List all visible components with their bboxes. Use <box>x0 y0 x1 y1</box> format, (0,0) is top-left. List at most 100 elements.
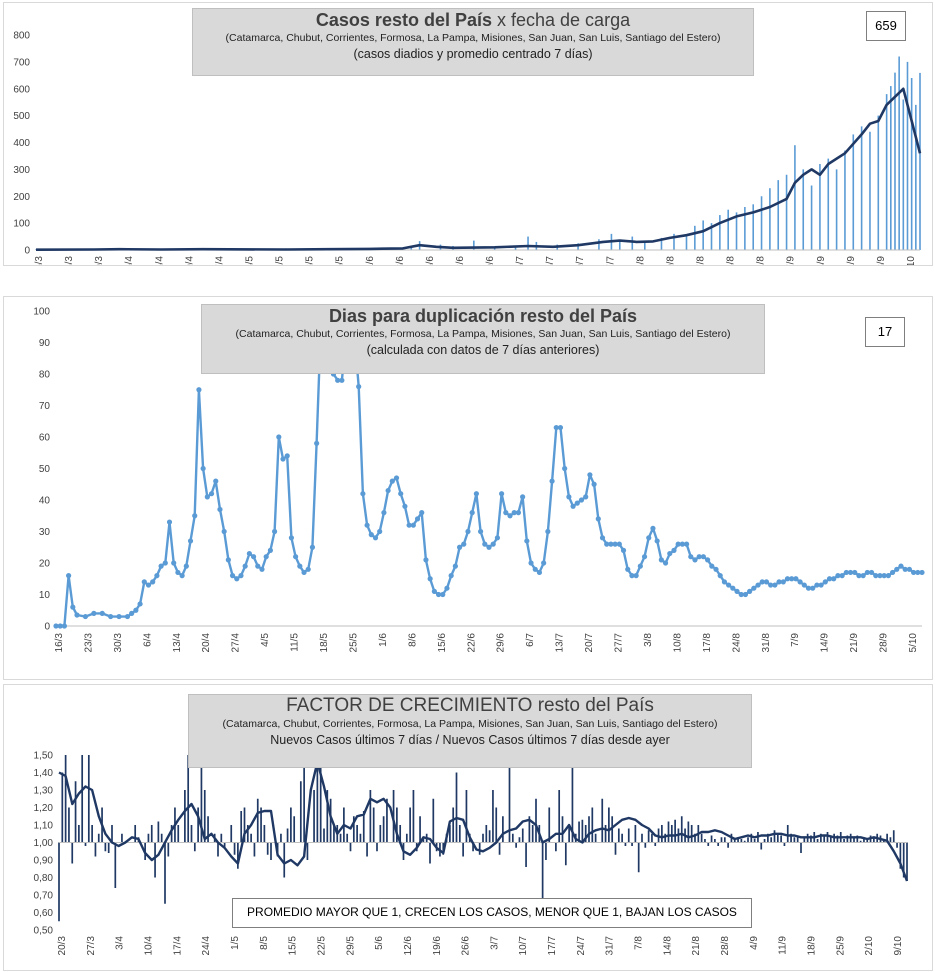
bar <box>710 835 713 843</box>
bar <box>719 215 721 250</box>
data-point <box>225 557 231 563</box>
bar <box>382 816 385 843</box>
data-point <box>894 566 900 572</box>
data-point <box>124 613 131 620</box>
data-point <box>524 538 530 544</box>
x-tick-label: 3/4 <box>115 936 126 950</box>
chart-growth-svg: 0,50 0,60 0,70 0,80 0,90 1,00 1,10 1,20 1,30 1,40… <box>34 751 909 956</box>
x-tick-label: 24/8 <box>731 633 742 653</box>
bar <box>827 158 830 250</box>
bar <box>263 825 266 843</box>
bar <box>786 825 789 843</box>
bar <box>369 790 372 843</box>
bar <box>449 825 451 843</box>
data-point <box>431 588 437 594</box>
bar <box>621 833 623 843</box>
data-point <box>578 497 585 503</box>
bar <box>816 839 819 843</box>
bar <box>877 115 880 250</box>
data-point <box>389 478 395 484</box>
bar <box>220 833 223 843</box>
bar <box>217 842 219 857</box>
series-line <box>58 760 909 882</box>
x-tick-label: 4/5 <box>260 633 271 647</box>
x-tick-label: 24/4 <box>201 936 212 956</box>
bar <box>531 825 534 843</box>
bar <box>617 828 620 843</box>
bar <box>896 842 898 848</box>
bar <box>823 835 826 843</box>
bar <box>313 790 315 843</box>
data-point <box>360 491 366 497</box>
data-point <box>692 557 698 563</box>
data-point <box>734 588 740 594</box>
chart-growth-subtitle-2: Nuevos Casos últimos 7 días / Nuevos Cas… <box>270 733 670 747</box>
chart-doubling-title-box: Dias para duplicación resto del País (Ca… <box>201 304 765 374</box>
bar <box>760 842 763 850</box>
bar <box>869 131 871 250</box>
data-point <box>662 560 669 566</box>
data-point <box>713 566 719 572</box>
x-tick-label: 20/3 <box>57 936 68 956</box>
bar <box>74 781 77 843</box>
bar <box>685 236 688 250</box>
x-tick-label: 5/10 <box>908 633 919 653</box>
data-point <box>721 579 728 585</box>
bar <box>488 830 491 843</box>
data-point <box>675 541 681 547</box>
data-point <box>74 612 80 618</box>
bar <box>604 825 607 843</box>
bar <box>452 807 455 843</box>
bar <box>286 828 289 843</box>
data-point <box>255 563 261 569</box>
x-tick-label: 1/5 <box>230 936 241 950</box>
data-point <box>398 491 404 497</box>
bar <box>843 839 845 843</box>
bar <box>548 807 551 843</box>
x-tick-label: 31/8 <box>761 633 772 653</box>
bar <box>472 842 474 852</box>
x-tick-label: 13/4 <box>172 633 183 653</box>
bar <box>651 833 653 843</box>
bar <box>323 828 325 843</box>
data-point <box>814 582 820 588</box>
data-point <box>755 582 761 588</box>
x-tick-label: 29/6 <box>485 256 496 265</box>
bar <box>785 174 788 250</box>
x-tick-label: 29/5 <box>345 936 356 956</box>
x-tick-label: 27/7 <box>614 633 625 653</box>
y-tick-label: 1,50 <box>34 751 54 762</box>
data-point <box>705 557 711 563</box>
data-point <box>889 569 896 576</box>
x-tick-label: 11/5 <box>290 633 301 652</box>
bar <box>293 816 296 843</box>
bar <box>889 837 892 843</box>
bar <box>800 842 802 853</box>
bar <box>541 842 544 913</box>
bar <box>820 833 822 843</box>
bar <box>107 842 110 853</box>
bar <box>495 807 498 843</box>
bar <box>906 842 908 881</box>
x-tick-label: 20/4 <box>201 633 212 653</box>
x-tick-label: 20/7 <box>575 256 586 265</box>
data-point <box>82 613 89 620</box>
data-point <box>293 554 299 560</box>
data-point <box>604 541 610 547</box>
chart-cases-subtitle-1: (Catamarca, Chubut, Corrientes, Formosa,… <box>225 32 721 44</box>
x-tick-label: 24/7 <box>576 936 587 956</box>
data-point <box>246 550 252 557</box>
data-point <box>587 472 593 478</box>
bar <box>773 830 776 843</box>
bar <box>372 807 375 843</box>
bar <box>873 837 875 843</box>
bar <box>150 825 153 843</box>
bar <box>429 842 431 864</box>
bar <box>167 842 170 857</box>
bar <box>71 842 74 864</box>
bar <box>237 842 239 869</box>
data-point <box>768 582 774 588</box>
x-tick-label: 1/6 <box>378 633 389 647</box>
data-point <box>612 541 618 547</box>
bar <box>91 825 93 843</box>
